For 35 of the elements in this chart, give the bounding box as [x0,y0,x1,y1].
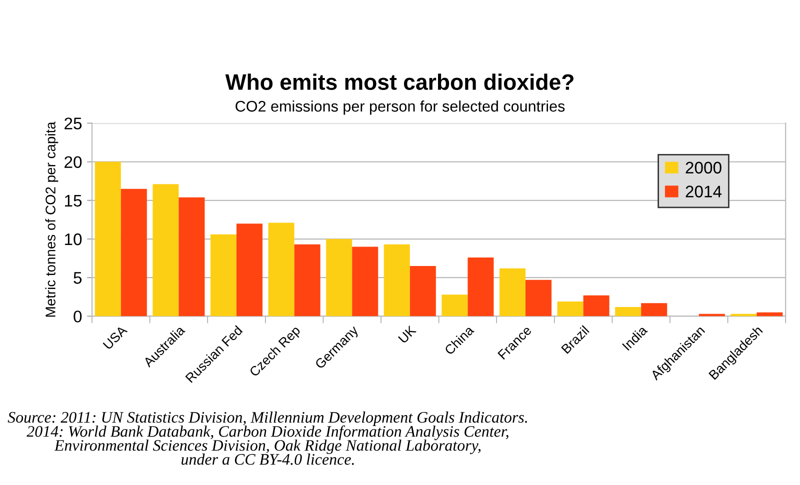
bar [557,302,584,316]
y-axis-title: Metric tonnes of CO2 per capita [45,122,58,317]
bar [152,184,179,316]
chart-title: Who emits most carbon dioxide? [225,74,574,90]
y-tick-label: 10 [65,233,82,246]
bar [384,244,410,316]
bar [268,222,294,316]
y-tick-label: 20 [64,156,82,168]
x-tick-label: USA [102,324,128,350]
bar [756,312,783,316]
bar [468,258,494,316]
y-tick-label: 0 [74,310,82,322]
legend-label: 2000 [686,162,722,174]
bar [615,306,642,316]
y-tick-label: 25 [64,118,82,130]
bar [94,162,121,316]
bar [352,246,378,316]
y-tick-label: 5 [74,272,82,284]
bar [120,188,147,316]
bar [526,280,552,316]
bar [178,197,205,316]
bar [442,294,468,316]
bar [583,295,610,316]
bar [294,244,320,316]
bar [236,224,263,316]
bar [326,239,352,316]
legend-label: 2014 [686,186,722,198]
bar [499,268,526,316]
source-note: Source: 2011: UN Statistics Division, Millennium Development Goals Indicators. 2014: World Bank Databank, Carbon Dioxide Information Analysis Center, Environmental Sciences Division, Oak Ridge National Laboratory, under a CC BY-4.0 licence. [8,412,527,465]
y-tick-label: 15 [65,194,82,207]
bar [641,303,668,316]
x-tick-label: UK [398,325,417,344]
bar [210,234,236,316]
chart-subtitle: CO2 emissions per person for selected countries [236,100,565,115]
bar [410,266,436,316]
